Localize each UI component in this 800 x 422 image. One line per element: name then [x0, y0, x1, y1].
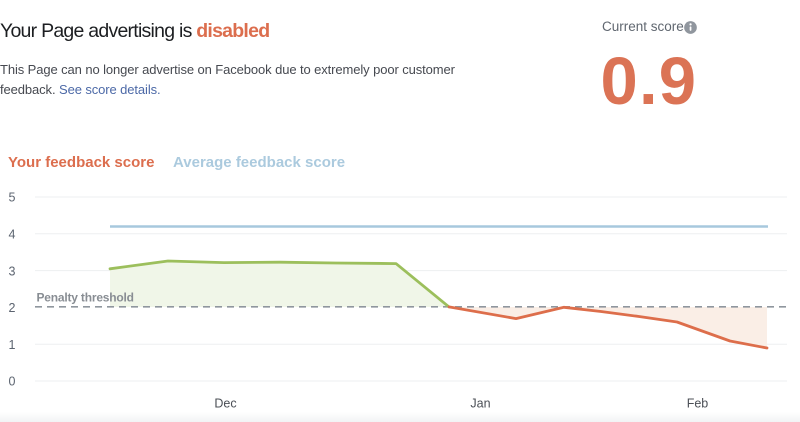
svg-text:Penalty threshold: Penalty threshold — [37, 291, 134, 305]
svg-text:Feb: Feb — [687, 397, 709, 411]
svg-text:2: 2 — [9, 301, 16, 315]
svg-text:Dec: Dec — [214, 397, 236, 411]
svg-text:4: 4 — [9, 228, 16, 242]
svg-text:1: 1 — [9, 338, 16, 352]
svg-text:Jan: Jan — [470, 397, 490, 411]
svg-text:3: 3 — [9, 264, 16, 278]
svg-text:0: 0 — [9, 375, 16, 389]
svg-text:5: 5 — [9, 191, 16, 205]
